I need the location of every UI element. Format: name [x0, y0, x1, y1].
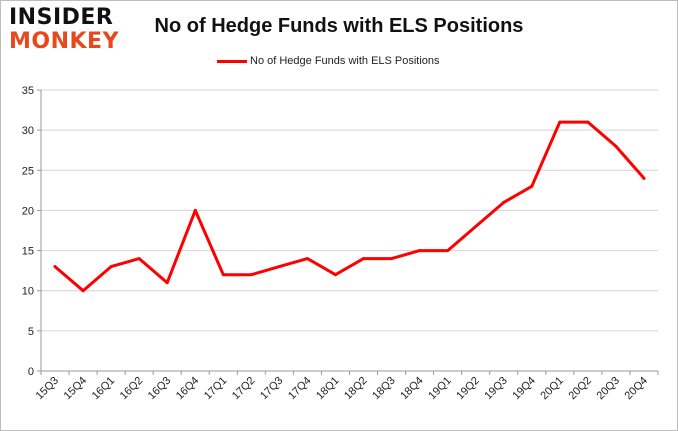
- logo-line-2: MONKEY: [9, 29, 120, 54]
- data-point: [193, 208, 197, 212]
- data-point: [305, 257, 309, 261]
- y-tick-labels: 0 5 10 15 20 25 30 35: [22, 85, 34, 378]
- data-point: [418, 249, 422, 253]
- data-point: [558, 120, 562, 124]
- y-tick-label: 20: [22, 205, 34, 217]
- x-tick-label: 15Q3: [34, 375, 62, 403]
- x-tick-label: 18Q2: [342, 375, 370, 403]
- data-point: [53, 265, 57, 269]
- data-point: [614, 144, 618, 148]
- x-tick-labels: 15Q3 15Q4 16Q1 16Q2 16Q3 16Q4 17Q1 17Q2 17Q3 17Q4…: [34, 375, 650, 403]
- x-tick-label: 19Q1: [426, 375, 454, 403]
- data-point: [249, 273, 253, 277]
- axes: [37, 89, 659, 375]
- x-tick-label: 20Q3: [595, 375, 623, 403]
- data-point: [446, 249, 450, 253]
- data-point: [502, 200, 506, 204]
- x-tick-label: 16Q2: [118, 375, 146, 403]
- y-tick-label: 25: [22, 165, 34, 177]
- x-tick-label: 18Q3: [370, 375, 398, 403]
- series-lines: [53, 120, 646, 293]
- y-tick-label: 35: [22, 85, 34, 97]
- x-tick-label: 17Q1: [202, 375, 230, 403]
- data-point: [474, 224, 478, 228]
- x-tick-label: 16Q1: [90, 375, 118, 403]
- y-tick-label: 10: [22, 286, 34, 298]
- x-tick-label: 17Q4: [286, 375, 314, 403]
- grid-lines: [41, 89, 658, 332]
- chart-title: No of Hedge Funds with ELS Positions: [154, 15, 524, 37]
- data-point: [362, 257, 366, 261]
- logo-line-1: INSIDER: [9, 5, 114, 30]
- x-tick-label: 19Q4: [510, 375, 538, 403]
- insider-monkey-logo: INSIDER MONKEY: [9, 5, 127, 57]
- x-tick-label: 19Q3: [482, 375, 510, 403]
- x-tick-label: 18Q4: [398, 375, 426, 403]
- chart-legend: No of Hedge Funds with ELS Positions: [217, 55, 440, 67]
- x-tick-label: 15Q4: [62, 375, 90, 403]
- x-tick-label: 19Q2: [454, 375, 482, 403]
- legend-label: No of Hedge Funds with ELS Positions: [250, 55, 440, 67]
- data-point: [530, 184, 534, 188]
- x-tick-label: 20Q4: [623, 375, 651, 403]
- data-point: [165, 281, 169, 285]
- data-point: [137, 257, 141, 261]
- y-tick-label: 15: [22, 246, 34, 258]
- x-tick-label: 20Q2: [566, 375, 594, 403]
- x-tick-label: 20Q1: [538, 375, 566, 403]
- data-point: [221, 273, 225, 277]
- data-point: [642, 176, 646, 180]
- data-point: [109, 265, 113, 269]
- x-tick-label: 17Q2: [230, 375, 258, 403]
- series-line-0: [53, 120, 646, 293]
- x-tick-label: 17Q3: [258, 375, 286, 403]
- y-tick-label: 0: [28, 366, 34, 378]
- x-tick-label: 18Q1: [314, 375, 342, 403]
- data-point: [277, 265, 281, 269]
- data-point: [81, 289, 85, 293]
- x-tick-label: 16Q4: [174, 375, 202, 403]
- y-tick-label: 5: [28, 326, 34, 338]
- data-point: [586, 120, 590, 124]
- y-tick-label: 30: [22, 125, 34, 137]
- legend-swatch: [217, 59, 247, 63]
- x-tick-label: 16Q3: [146, 375, 174, 403]
- data-point: [333, 273, 337, 277]
- data-point: [390, 257, 394, 261]
